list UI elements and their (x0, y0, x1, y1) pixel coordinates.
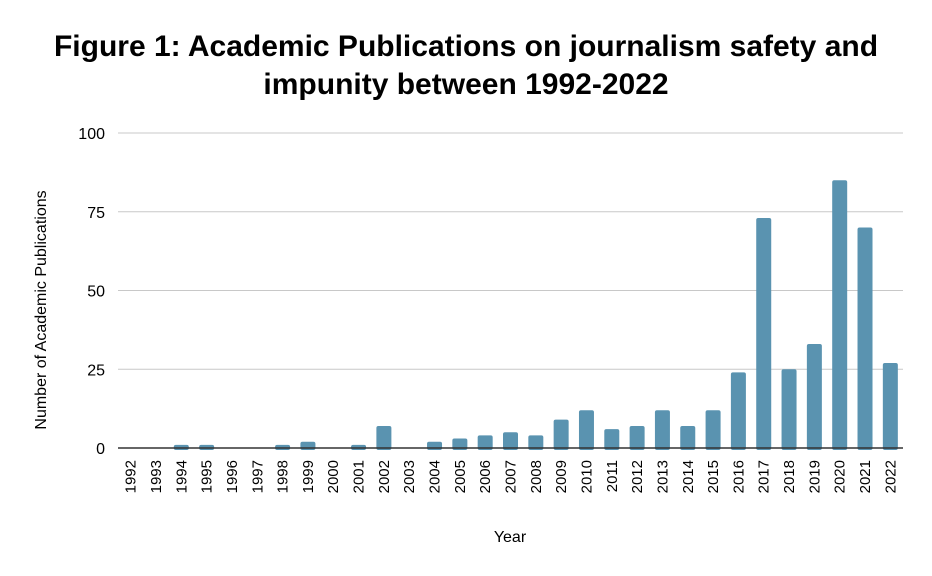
bar-2009 (553, 419, 569, 450)
chart-title-line-2: impunity between 1992-2022 (263, 68, 669, 101)
bar-2014 (680, 425, 696, 450)
y-tick-label: 50 (87, 284, 105, 301)
bar-2007 (503, 432, 518, 450)
bar-2011 (604, 429, 620, 450)
x-tick-label: 2002 (376, 460, 393, 493)
bar-2018 (781, 369, 797, 450)
bar-2021 (857, 227, 873, 450)
x-tick-label: 2003 (401, 460, 418, 493)
x-axis-label: Year (494, 529, 527, 546)
x-tick-label: 1996 (224, 460, 241, 493)
bar-2004 (427, 441, 443, 450)
x-tick-label: 2019 (806, 460, 823, 493)
x-tick-label: 2012 (629, 460, 646, 493)
x-tick-label: 2014 (680, 460, 697, 493)
y-tick-label: 75 (87, 205, 105, 222)
chart-title-line-1: Figure 1: Academic Publications on journ… (53, 30, 879, 63)
x-tick-label: 2005 (452, 460, 469, 493)
y-axis-label: Number of Academic Publications (33, 190, 50, 429)
x-tick-label: 2013 (654, 460, 671, 493)
x-tick-label: 1994 (173, 460, 190, 493)
y-tick-label: 0 (96, 441, 105, 458)
x-tick-label: 2020 (832, 460, 849, 493)
gridlines (118, 132, 903, 370)
bar-2002 (376, 425, 392, 450)
bar-2006 (477, 435, 493, 450)
x-tick-label: 2011 (604, 460, 621, 492)
x-tick-label: 2008 (528, 460, 545, 493)
x-tick-label: 2022 (882, 460, 899, 493)
x-tick-label: 2006 (477, 460, 494, 493)
x-tick-label: 2010 (578, 460, 595, 493)
x-tick-label: 2007 (503, 460, 520, 493)
x-tick-label: 2000 (325, 460, 342, 493)
bar-2010 (578, 410, 594, 450)
bar-2016 (730, 372, 746, 450)
x-tick-label: 1992 (123, 460, 140, 493)
bar-2013 (654, 410, 670, 450)
x-tick-label: 2016 (730, 460, 747, 493)
bar-2020 (832, 180, 848, 450)
bar-1999 (300, 441, 316, 450)
bar-2005 (452, 438, 468, 450)
x-tick-label: 1995 (199, 460, 216, 493)
bar-2019 (806, 344, 822, 450)
chart-title: Figure 1: Academic Publications on journ… (0, 28, 932, 104)
x-tick-label: 2001 (351, 460, 368, 493)
x-tick-label: 2009 (553, 460, 570, 493)
axes: 0 25 50 75 100 1992 1993 1994 1995 1996 1997 1998 19… (78, 126, 903, 493)
bars (173, 180, 898, 450)
bar-2017 (756, 218, 772, 450)
bar-2008 (528, 435, 544, 450)
x-tick-label: 2018 (781, 460, 798, 493)
x-tick-label: 2021 (857, 460, 874, 493)
x-tick-label: 2004 (427, 460, 444, 493)
x-tick-label: 1998 (275, 460, 292, 493)
bar-2012 (629, 425, 645, 450)
x-tick-label: 1997 (249, 460, 266, 493)
bar-2015 (705, 410, 721, 450)
y-tick-label: 100 (78, 126, 105, 143)
y-tick-label: 25 (87, 362, 105, 379)
x-tick-label: 2015 (705, 460, 722, 493)
bar-2022 (882, 362, 898, 450)
x-tick-label: 1993 (148, 460, 165, 493)
x-tick-label: 2017 (756, 460, 773, 493)
x-tick-label: 1999 (300, 460, 317, 493)
